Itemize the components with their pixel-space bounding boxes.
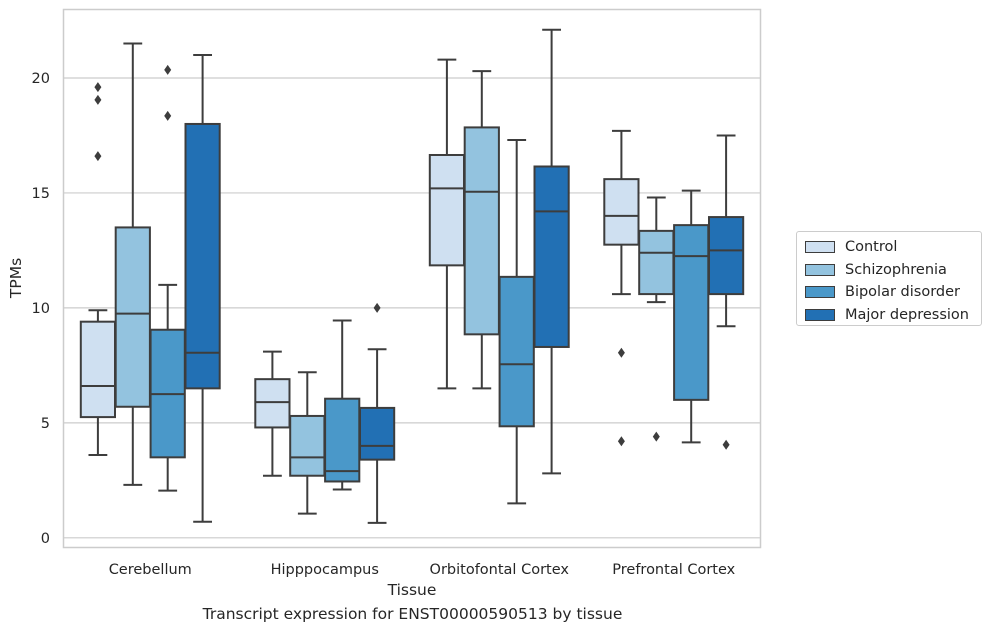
box-bipolar-disorder <box>673 189 710 444</box>
y-tick-label: 5 <box>41 416 50 432</box>
iqr-box <box>254 378 291 429</box>
box-schizophrenia <box>638 196 675 442</box>
y-tick-labels: 0 5 10 15 20 <box>32 71 50 547</box>
iqr-box <box>603 178 640 246</box>
box-schizophrenia <box>463 70 500 390</box>
plot-frame <box>62 8 762 549</box>
box-major-depression <box>358 302 396 524</box>
y-tick-label: 0 <box>41 531 50 547</box>
legend-label: Bipolar disorder <box>845 284 960 301</box>
x-tick-label: Prefrontal Cortex <box>612 562 735 578</box>
outlier-point <box>94 94 102 105</box>
iqr-box <box>673 224 710 401</box>
iqr-box <box>184 122 221 390</box>
box-control <box>603 129 640 447</box>
outlier-point <box>617 347 625 358</box>
outlier-point <box>164 64 172 75</box>
box-bipolar-disorder <box>149 64 186 492</box>
legend-swatch <box>805 308 835 321</box>
y-tick-label: 20 <box>32 71 50 87</box>
x-tick-label: Orbitofontal Cortex <box>430 562 570 578</box>
outlier-point <box>652 431 660 442</box>
box-major-depression <box>707 134 745 450</box>
legend-label: Schizophrenia <box>845 261 947 278</box>
iqr-box <box>114 226 151 408</box>
iqr-box <box>79 320 117 419</box>
iqr-box <box>428 153 466 267</box>
box-major-depression <box>533 28 570 475</box>
iqr-box <box>533 165 570 348</box>
outlier-point <box>94 82 102 93</box>
legend-swatch <box>805 286 835 299</box>
legend-item: Major depression <box>805 304 981 327</box>
y-tick-label: 15 <box>32 186 50 202</box>
x-tick-label: Cerebellum <box>109 562 192 578</box>
box-control <box>79 82 117 457</box>
x-tick-labels: Cerebellum Hipppocampus Orbitofontal Corte… <box>109 562 736 578</box>
box-bipolar-disorder <box>324 319 361 491</box>
box-major-depression <box>184 53 221 523</box>
legend-item: Bipolar disorder <box>805 281 981 304</box>
iqr-box <box>463 126 500 336</box>
legend-label: Major depression <box>845 306 969 323</box>
x-tick-label: Hipppocampus <box>271 562 379 578</box>
box-schizophrenia <box>114 42 151 486</box>
outlier-point <box>722 439 730 450</box>
box-series <box>79 28 745 524</box>
legend-swatch <box>805 241 835 254</box>
box-schizophrenia <box>289 371 326 515</box>
legend: Control Schizophrenia Bipolar disorder Majo… <box>796 231 982 326</box>
legend-swatch <box>805 263 835 276</box>
box-bipolar-disorder <box>498 139 535 505</box>
outlier-point <box>164 110 172 121</box>
iqr-box <box>358 406 396 461</box>
chart-caption: Transcript expression for ENST0000059051… <box>202 605 623 623</box>
legend-label: Control <box>845 239 898 256</box>
y-axis-label: TPMs <box>7 258 25 299</box>
x-axis-label: Tissue <box>387 581 437 599</box>
outlier-point <box>94 151 102 162</box>
outlier-point <box>617 436 625 447</box>
box-control <box>428 58 466 390</box>
box-control <box>254 350 291 477</box>
outlier-point <box>373 302 381 313</box>
iqr-box <box>707 216 745 296</box>
y-tick-label: 10 <box>32 301 50 317</box>
iqr-box <box>324 397 361 483</box>
iqr-box <box>289 414 326 477</box>
iqr-box <box>638 229 675 296</box>
legend-item: Control <box>805 236 981 259</box>
legend-item: Schizophrenia <box>805 259 981 282</box>
iqr-box <box>498 275 535 428</box>
